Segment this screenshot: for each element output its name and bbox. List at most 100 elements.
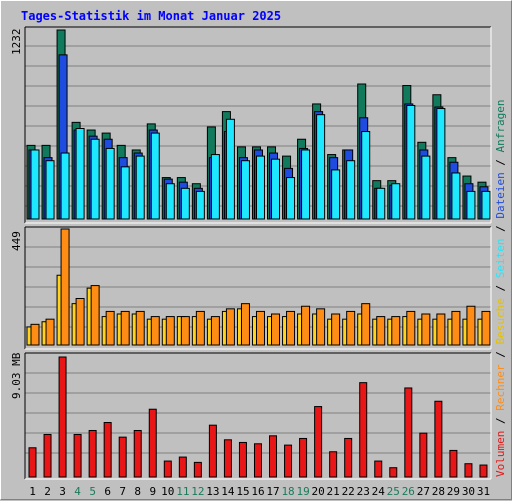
rechner-bar [240, 303, 250, 346]
volumen-bar [103, 422, 112, 478]
rechner-bar [180, 316, 190, 346]
volumen-bar [389, 467, 398, 478]
day-label: 28 [432, 485, 445, 498]
volumen-bar [329, 451, 338, 478]
rechner-bar [271, 313, 281, 346]
seiten-bar [376, 187, 386, 220]
volumen-bar [464, 463, 473, 478]
rechner-bar [45, 318, 55, 346]
day-label: 24 [372, 485, 386, 498]
volumen-bar [43, 433, 52, 478]
day-label: 7 [119, 485, 126, 498]
rechner-bar [376, 316, 386, 346]
day-label: 17 [266, 485, 279, 498]
seiten-bar [90, 138, 100, 220]
seiten-bar [361, 131, 371, 220]
legend-entry: / [494, 219, 507, 239]
rechner-bar [286, 310, 296, 346]
rechner-bar [75, 297, 85, 346]
volumen-bar [133, 429, 142, 478]
volumen-bar [208, 424, 217, 478]
legend-entry: Rechner [494, 364, 507, 411]
volumen-bar [178, 456, 187, 478]
rechner-bar [481, 310, 491, 346]
seiten-bar [286, 177, 296, 220]
legend-entry: Seiten [494, 239, 507, 279]
legend-entry: / [494, 278, 507, 298]
seiten-bar [120, 166, 130, 220]
rechner-bar [150, 316, 160, 346]
seiten-bar [180, 187, 190, 220]
rechner-bar [255, 310, 265, 346]
volumen-bar [479, 464, 488, 478]
seiten-bar [165, 183, 175, 220]
chart-title: Tages-Statistik im Monat Januar 2025 [21, 9, 282, 23]
rechner-bar [361, 303, 371, 346]
seiten-bar [331, 169, 341, 220]
seiten-bar [406, 104, 416, 220]
day-label: 18 [281, 485, 294, 498]
seiten-bar [225, 118, 235, 220]
rechner-bar [135, 310, 145, 346]
rechner-bar [406, 310, 416, 346]
rechner-bar [195, 310, 205, 346]
volumen-bar [148, 408, 157, 478]
volumen-bar [88, 429, 97, 478]
legend: Volumen / Rechner / Besuche / Seiten / D… [494, 99, 507, 477]
seiten-bar [105, 147, 115, 220]
day-label: 26 [402, 485, 415, 498]
rechner-bar [331, 313, 341, 346]
rechner-bar [301, 305, 311, 346]
volumen-bar [419, 432, 428, 478]
day-label: 3 [59, 485, 66, 498]
rechner-bar [451, 310, 461, 346]
day-label: 27 [417, 485, 430, 498]
day-label: 29 [447, 485, 460, 498]
volumen-bar [344, 437, 353, 478]
volumen-bar [269, 435, 278, 478]
seiten-bar [240, 160, 250, 220]
volumen-bar [28, 447, 37, 478]
volumen-bar [223, 439, 232, 478]
ymax-label-requests: 1232 [10, 29, 23, 56]
day-label: 13 [206, 485, 219, 498]
day-label: 4 [74, 485, 81, 498]
rechner-bar [30, 323, 40, 346]
rechner-bar [436, 313, 446, 346]
seiten-bar [60, 152, 70, 220]
volumen-bar [434, 400, 443, 478]
day-label: 25 [387, 485, 400, 498]
volumen-bar [58, 356, 67, 478]
day-label: 6 [104, 485, 111, 498]
rechner-bar [391, 316, 401, 346]
seiten-bar [346, 160, 356, 220]
day-label: 16 [251, 485, 264, 498]
ymax-label-visits: 449 [10, 231, 23, 251]
seiten-bar [436, 108, 446, 220]
rechner-bar [120, 310, 130, 346]
day-label: 5 [89, 485, 96, 498]
seiten-bar [30, 149, 40, 220]
volumen-bar [359, 382, 368, 478]
seiten-bar [45, 160, 55, 220]
day-label: 11 [176, 485, 189, 498]
legend-entry: Besuche [494, 298, 507, 344]
volumen-bar [118, 436, 127, 478]
rechner-bar [466, 305, 476, 346]
rechner-bar [316, 308, 326, 346]
day-label: 20 [312, 485, 325, 498]
rechner-bar [346, 310, 356, 346]
seiten-bar [451, 172, 461, 220]
seiten-bar [255, 155, 265, 220]
legend-entry: Dateien [494, 172, 507, 218]
seiten-bar [481, 190, 491, 220]
rechner-bar [60, 228, 70, 346]
ymax-label-volume: 9.03 MB [10, 352, 23, 399]
volumen-bar [449, 449, 458, 478]
seiten-bar [75, 127, 85, 220]
rechner-bar [165, 316, 175, 346]
day-label: 15 [236, 485, 249, 498]
rechner-bar [90, 285, 100, 346]
day-label: 19 [296, 485, 309, 498]
seiten-bar [150, 132, 160, 220]
